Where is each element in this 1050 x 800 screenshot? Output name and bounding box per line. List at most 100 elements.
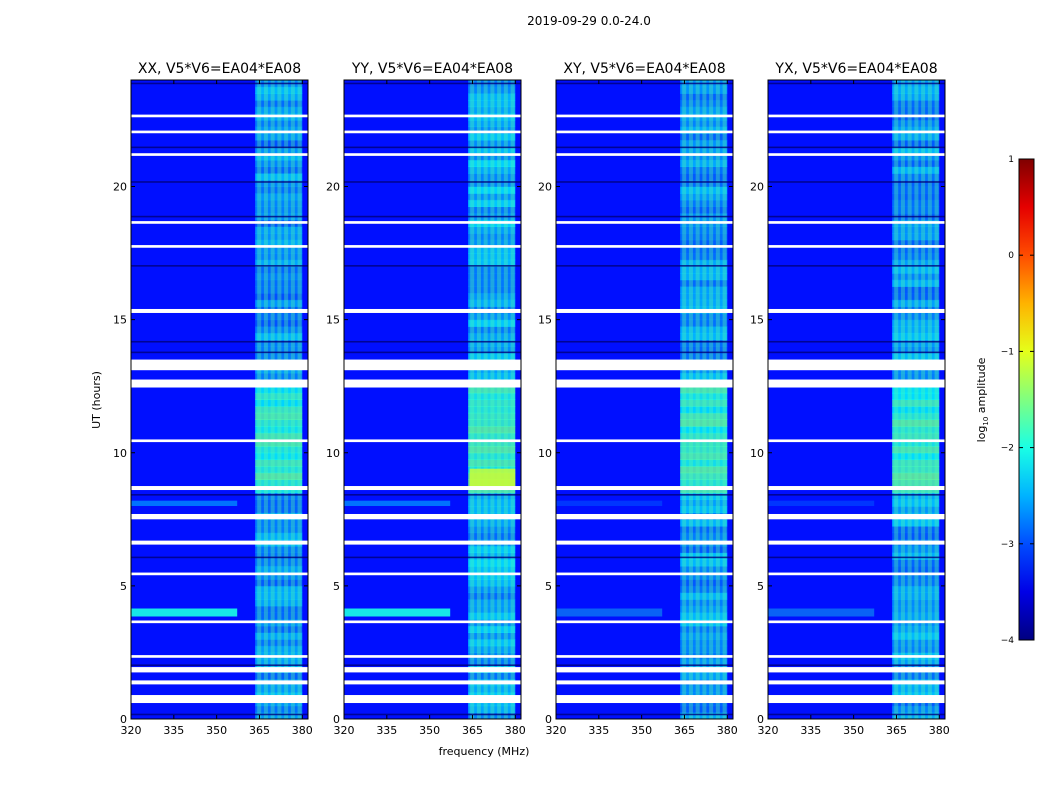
rfi-cell xyxy=(892,173,940,181)
flagged-gap xyxy=(131,572,308,576)
rfi-cell xyxy=(680,605,728,613)
rfi-cell xyxy=(680,452,728,460)
rfi-cell xyxy=(468,372,516,381)
rfi-cell xyxy=(255,625,303,633)
rfi-cell xyxy=(468,286,516,294)
flagged-gap xyxy=(556,572,733,576)
flagged-gap xyxy=(556,308,733,313)
rfi-cell xyxy=(255,659,303,667)
broadband-band xyxy=(131,608,238,617)
rfi-cell xyxy=(892,659,940,667)
rfi-cell xyxy=(680,199,728,207)
x-tick-label: 320 xyxy=(758,724,779,737)
rfi-cell xyxy=(892,226,940,234)
rfi-cell xyxy=(255,326,303,334)
rfi-cell xyxy=(892,106,940,114)
flagged-gap xyxy=(344,439,521,443)
dark-row xyxy=(556,215,733,218)
rfi-cell xyxy=(468,392,516,400)
rfi-cell xyxy=(255,286,303,294)
rfi-cell xyxy=(255,412,303,420)
y-tick-label: 15 xyxy=(538,314,552,327)
dark-row xyxy=(131,340,308,343)
rfi-cell xyxy=(468,412,516,420)
rfi-burst xyxy=(469,468,516,488)
rfi-cell xyxy=(680,246,728,254)
rfi-cell xyxy=(255,605,303,613)
rfi-cell xyxy=(892,625,940,633)
rfi-cell xyxy=(892,266,940,274)
panel-title: YX, V5*V6=EA04*EA08 xyxy=(774,61,937,77)
rfi-cell xyxy=(680,599,728,607)
y-tick-label: 5 xyxy=(545,580,552,593)
rfi-cell xyxy=(892,472,940,480)
rfi-cell xyxy=(680,266,728,274)
panels-group: XX, V5*V6=EA04*EA08 320 335 350 365 380 0 5 10 15… xyxy=(113,61,950,737)
dark-row xyxy=(344,265,521,267)
broadband-band xyxy=(768,608,875,617)
y-tick-label: 0 xyxy=(757,713,764,726)
rfi-cell xyxy=(468,166,516,174)
rfi-cell xyxy=(255,685,303,693)
spectrogram-image xyxy=(556,80,733,719)
rfi-cell xyxy=(255,106,303,114)
dark-row xyxy=(344,351,521,354)
rfi-cell xyxy=(255,399,303,407)
flagged-gap xyxy=(131,359,308,371)
rfi-cell xyxy=(680,106,728,114)
rfi-cell xyxy=(680,319,728,327)
x-tick-label: 365 xyxy=(674,724,695,737)
rfi-cell xyxy=(892,299,940,307)
rfi-cell xyxy=(468,106,516,114)
rfi-cell xyxy=(468,599,516,607)
rfi-cell xyxy=(680,372,728,381)
rfi-cell xyxy=(468,226,516,234)
rfi-cell xyxy=(468,712,516,719)
rfi-cell xyxy=(680,472,728,480)
rfi-cell xyxy=(892,399,940,407)
rfi-cell xyxy=(468,253,516,261)
rfi-channel xyxy=(914,80,919,719)
flagged-gap xyxy=(768,221,945,224)
dark-row xyxy=(131,664,308,667)
rfi-cell xyxy=(892,712,940,719)
dark-row xyxy=(131,181,308,183)
rfi-channel xyxy=(490,80,495,719)
rfi-cell xyxy=(680,632,728,640)
rfi-cell xyxy=(255,406,303,414)
rfi-cell xyxy=(255,139,303,148)
rfi-cell xyxy=(680,412,728,420)
rfi-cell xyxy=(468,93,516,101)
rfi-cell xyxy=(255,525,303,534)
broadband-band xyxy=(556,500,663,506)
rfi-channel xyxy=(510,80,515,719)
panel-3: YX, V5*V6=EA04*EA08 320 335 350 365 380 0 5 10 15… xyxy=(750,61,950,737)
rfi-cell xyxy=(680,159,728,168)
rfi-cell xyxy=(255,552,303,560)
colorbar-label: log10 amplitude xyxy=(975,357,990,442)
rfi-cell xyxy=(892,466,940,474)
rfi-cell xyxy=(468,559,516,567)
rfi-channel xyxy=(284,80,289,719)
flagged-gap xyxy=(131,620,308,624)
panel-title: XX, V5*V6=EA04*EA08 xyxy=(138,61,301,77)
rfi-cell xyxy=(468,592,516,600)
rfi-cell xyxy=(255,446,303,454)
rfi-cell xyxy=(255,426,303,434)
dark-row xyxy=(768,556,945,559)
x-tick-label: 380 xyxy=(505,724,526,737)
rfi-cell xyxy=(255,246,303,254)
rfi-cell xyxy=(892,519,940,527)
rfi-cell xyxy=(468,293,516,301)
dark-row xyxy=(131,713,308,716)
flagged-gap xyxy=(768,308,945,313)
rfi-cell xyxy=(468,432,516,440)
rfi-cell xyxy=(892,339,940,347)
panel-frame xyxy=(130,79,309,720)
rfi-cell xyxy=(255,386,303,394)
rfi-cell xyxy=(468,419,516,427)
x-tick-label: 350 xyxy=(419,724,440,737)
rfi-cell xyxy=(680,239,728,247)
x-tick-label: 335 xyxy=(588,724,609,737)
y-axis-label: UT (hours) xyxy=(90,371,103,429)
